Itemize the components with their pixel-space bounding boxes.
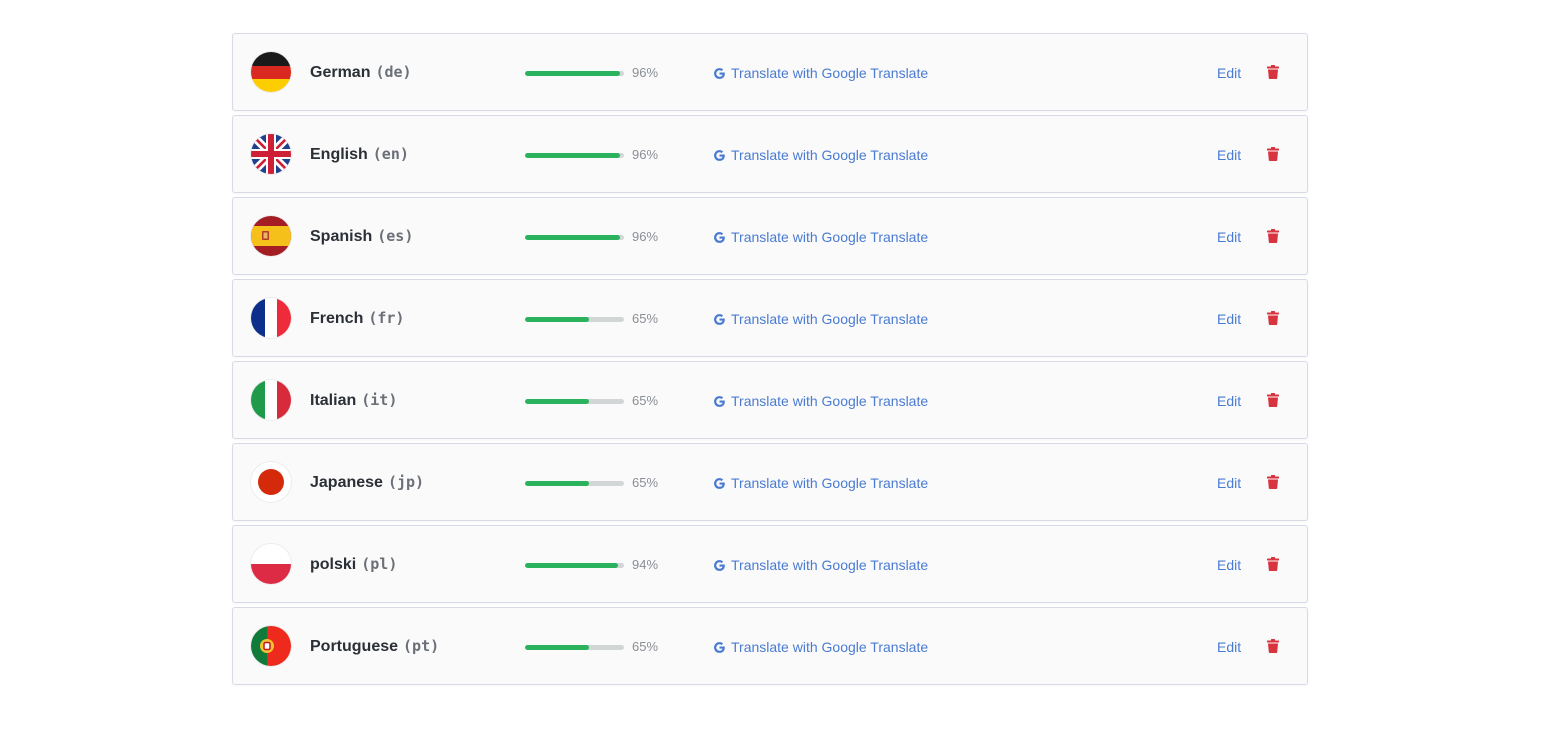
progress-fill [525, 399, 590, 404]
google-translate-link[interactable]: Translate with Google Translate [713, 310, 928, 328]
google-translate-label: Translate with Google Translate [731, 229, 929, 245]
flag-uk-icon [251, 134, 291, 174]
google-translate-link[interactable]: Translate with Google Translate [713, 392, 928, 410]
language-row-pl: polski (pl) 94% Translate with Google Tra… [232, 525, 1308, 603]
language-code: (it) [361, 391, 398, 409]
progress-percent: 94% [632, 557, 659, 572]
flag-poland-icon [251, 544, 291, 584]
translation-progress-bar [525, 563, 624, 568]
google-g-icon [713, 559, 726, 572]
flag-italy-icon [251, 380, 291, 420]
trash-icon[interactable] [1267, 557, 1279, 571]
language-row-en: English (en) 96% Translate with Google Tr… [232, 115, 1308, 193]
progress-fill [525, 235, 621, 240]
google-translate-link[interactable]: Translate with Google Translate [713, 474, 928, 492]
language-code: (fr) [368, 309, 405, 327]
progress-percent: 65% [632, 311, 659, 326]
flag-spain-icon [251, 216, 291, 256]
edit-button[interactable]: Edit [1217, 311, 1242, 327]
google-g-icon [713, 395, 726, 408]
language-code: (pt) [403, 637, 440, 655]
edit-button[interactable]: Edit [1217, 147, 1242, 163]
language-row-de: German (de) 96% Translate with Google Tra… [232, 33, 1308, 111]
language-name: polski (pl) [310, 555, 398, 573]
translation-progress-bar [525, 481, 624, 486]
google-translate-label: Translate with Google Translate [731, 557, 929, 573]
google-translate-label: Translate with Google Translate [731, 475, 929, 491]
google-translate-label: Translate with Google Translate [731, 147, 929, 163]
google-g-icon [713, 231, 726, 244]
trash-icon[interactable] [1267, 393, 1279, 407]
trash-icon[interactable] [1267, 639, 1279, 653]
translation-progress-bar [525, 235, 624, 240]
language-row-fr: French (fr) 65% Translate with Google Tra… [232, 279, 1308, 357]
language-name: Spanish (es) [310, 227, 414, 245]
progress-fill [525, 645, 590, 650]
language-code: (jp) [387, 473, 425, 491]
language-code: (en) [372, 145, 409, 163]
edit-button[interactable]: Edit [1217, 65, 1242, 81]
progress-fill [525, 153, 621, 158]
translation-progress-bar [525, 153, 624, 158]
google-translate-label: Translate with Google Translate [731, 311, 929, 327]
language-row-it: Italian (it) 65% Translate with Google Tr… [232, 361, 1308, 439]
language-name: French (fr) [310, 309, 405, 327]
language-name: Italian (it) [310, 391, 398, 409]
edit-button[interactable]: Edit [1217, 639, 1242, 655]
progress-percent: 65% [632, 393, 659, 408]
edit-button[interactable]: Edit [1217, 393, 1242, 409]
language-code: (de) [375, 63, 412, 81]
language-code: (es) [377, 227, 414, 245]
flag-france-icon [251, 298, 291, 338]
google-translate-label: Translate with Google Translate [731, 393, 929, 409]
progress-fill [525, 481, 590, 486]
language-name: German (de) [310, 63, 412, 81]
google-translate-label: Translate with Google Translate [731, 65, 929, 81]
flag-portugal-icon [251, 626, 291, 666]
language-row-pt: Portuguese (pt) 65% Translate with Google… [232, 607, 1308, 685]
google-g-icon [713, 477, 726, 490]
google-g-icon [713, 67, 726, 80]
flag-japan-icon [251, 462, 291, 502]
progress-percent: 96% [632, 229, 659, 244]
edit-button[interactable]: Edit [1217, 557, 1242, 573]
progress-percent: 96% [632, 147, 659, 162]
google-g-icon [713, 641, 726, 654]
translation-progress-bar [525, 645, 624, 650]
language-name: Japanese (jp) [310, 473, 425, 491]
progress-fill [525, 317, 590, 322]
trash-icon[interactable] [1267, 229, 1279, 243]
language-list: German (de) 96% Translate with Google Tra… [232, 33, 1308, 689]
language-row-jp: Japanese (jp) 65% Translate with Google T… [232, 443, 1308, 521]
progress-fill [525, 71, 621, 76]
google-g-icon [713, 149, 726, 162]
translation-progress-bar [525, 399, 624, 404]
google-translate-link[interactable]: Translate with Google Translate [713, 638, 928, 656]
trash-icon[interactable] [1267, 311, 1279, 325]
google-g-icon [713, 313, 726, 326]
translation-progress-bar [525, 71, 624, 76]
edit-button[interactable]: Edit [1217, 475, 1242, 491]
language-name: English (en) [310, 145, 409, 163]
language-name: Portuguese (pt) [310, 637, 440, 655]
progress-fill [525, 563, 619, 568]
translation-progress-bar [525, 317, 624, 322]
trash-icon[interactable] [1267, 475, 1279, 489]
progress-percent: 65% [632, 639, 659, 654]
trash-icon[interactable] [1267, 147, 1279, 161]
google-translate-link[interactable]: Translate with Google Translate [713, 228, 928, 246]
google-translate-link[interactable]: Translate with Google Translate [713, 556, 928, 574]
language-code: (pl) [361, 555, 398, 573]
edit-button[interactable]: Edit [1217, 229, 1242, 245]
flag-germany-icon [251, 52, 291, 92]
trash-icon[interactable] [1267, 65, 1279, 79]
progress-percent: 96% [632, 65, 659, 80]
google-translate-label: Translate with Google Translate [731, 639, 929, 655]
google-translate-link[interactable]: Translate with Google Translate [713, 64, 928, 82]
progress-percent: 65% [632, 475, 659, 490]
google-translate-link[interactable]: Translate with Google Translate [713, 146, 928, 164]
language-row-es: Spanish (es) 96% Translate with Google Tr… [232, 197, 1308, 275]
